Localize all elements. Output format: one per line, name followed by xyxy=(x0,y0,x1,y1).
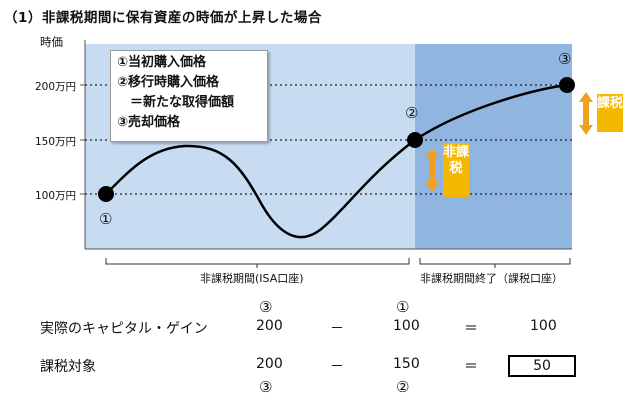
nisa-period-bracket xyxy=(105,258,410,265)
non-taxable-label: 非課税 xyxy=(443,143,469,197)
after-period-bracket xyxy=(419,258,571,265)
y-tick-label: 100万円 xyxy=(34,190,76,202)
point-transfer xyxy=(407,132,423,148)
calc2-equals: ＝ xyxy=(464,359,478,375)
calc2-value-b: 150 xyxy=(393,356,420,372)
calc1-minus: － xyxy=(330,321,344,337)
calc2-minus: － xyxy=(330,359,344,375)
calc1-result: 100 xyxy=(530,318,557,334)
calc2-label: 課税対象 xyxy=(40,359,96,375)
nisa-period-label: 非課税期間(ISA口座) xyxy=(200,272,304,285)
y-tick-label: 150万円 xyxy=(34,136,76,148)
legend-item-sale: ③売却価格 xyxy=(117,115,181,130)
price-curve xyxy=(105,83,568,239)
legend-box: ①当初購入価格 ②移行時購入価格 ＝新たな取得価額 ③売却価格 xyxy=(110,50,268,142)
point-label-3: ③ xyxy=(558,50,572,68)
non-taxable-arrow xyxy=(425,148,439,192)
taxable-label: 課税 xyxy=(597,94,623,132)
taxable-arrow xyxy=(579,92,593,135)
calc2-result-box: 50 xyxy=(508,355,576,377)
calc2-value-a: 200 xyxy=(256,356,283,372)
calc1-circ-a: ③ xyxy=(259,298,273,316)
calc1-circ-b: ① xyxy=(396,298,410,316)
point-label-2: ② xyxy=(405,104,419,122)
y-tick-label: 200万円 xyxy=(34,81,76,93)
calc1-value-a: 200 xyxy=(256,318,283,334)
calc2-circ-b: ② xyxy=(396,378,410,396)
calc1-value-b: 100 xyxy=(393,318,420,334)
after-period-label: 非課税期間終了（課税口座） xyxy=(420,272,563,285)
point-initial-purchase xyxy=(98,186,114,202)
calc2-circ-a: ③ xyxy=(259,378,273,396)
y-axis-title: 時価 xyxy=(40,35,63,49)
legend-item-transfer: ②移行時購入価格 xyxy=(117,75,220,90)
taxable-period-background xyxy=(415,44,572,249)
point-label-1: ① xyxy=(99,210,113,228)
legend-item-acquisition: ＝新たな取得価額 xyxy=(117,95,235,110)
calc1-label: 実際のキャピタル・ゲイン xyxy=(40,321,208,337)
calc1-equals: ＝ xyxy=(464,321,478,337)
legend-item-initial: ①当初購入価格 xyxy=(117,55,207,70)
point-sale xyxy=(559,77,575,93)
page-heading: （1）非課税期間に保有資産の時価が上昇した場合 xyxy=(4,10,322,26)
